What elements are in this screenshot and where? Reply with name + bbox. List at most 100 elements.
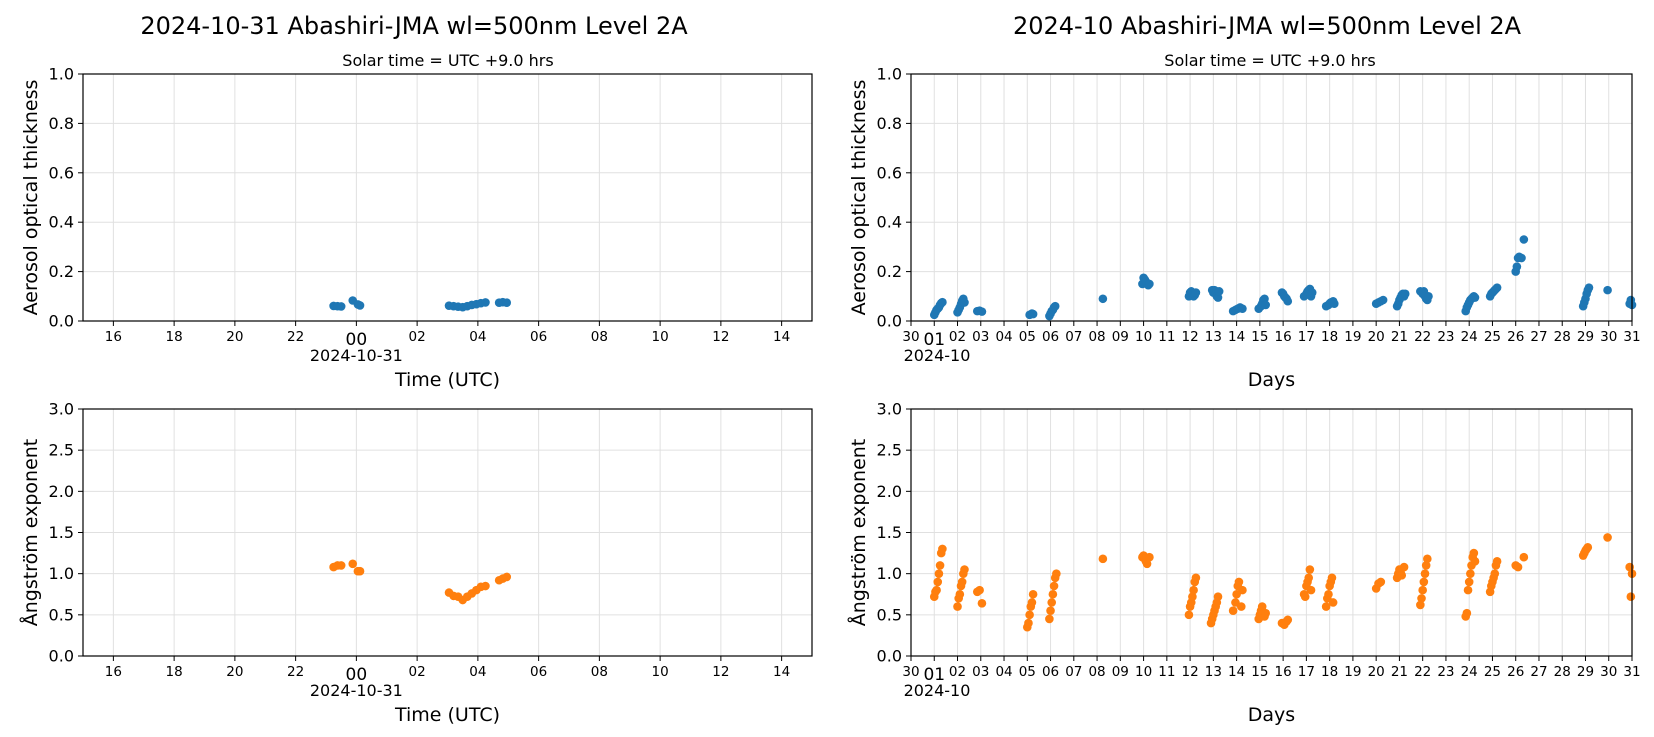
y-tick-label: 0.6 [49, 163, 74, 182]
data-point [1421, 561, 1431, 570]
data-point [481, 298, 490, 307]
x-tick-label: 10 [1135, 329, 1152, 345]
x-tick-label: 13 [1205, 329, 1222, 345]
x-tick-label: 16 [1275, 664, 1292, 680]
data-point [1492, 557, 1502, 566]
data-point [1261, 300, 1270, 310]
data-point [1052, 569, 1061, 578]
data-point [481, 581, 490, 591]
x-date-label: 2024-10-31 [310, 346, 403, 365]
x-tick-label: 06 [530, 329, 547, 345]
left-panel-subtitle: Solar time = UTC +9.0 hrs [342, 51, 553, 70]
data-point [1238, 585, 1247, 595]
data-point [1045, 614, 1054, 624]
x-tick-label: 28 [1554, 664, 1571, 680]
x-tick-label: 06 [1042, 329, 1059, 345]
x-tick-label: 30 [1600, 329, 1617, 345]
x-tick-label: 01 [923, 330, 945, 350]
x-tick-label: 08 [591, 664, 608, 680]
y-tick-label: 1.0 [49, 564, 74, 583]
x-tick-label: 12 [712, 664, 729, 680]
data-point [1519, 235, 1529, 244]
data-point [1142, 559, 1152, 569]
x-tick-label: 03 [972, 329, 989, 345]
x-tick-label: 24 [1461, 664, 1478, 680]
data-point [1261, 608, 1270, 618]
data-point [1305, 565, 1315, 574]
data-point [1324, 589, 1333, 599]
x-tick-label: 15 [1251, 664, 1268, 680]
data-point [502, 572, 512, 582]
data-point [1098, 294, 1108, 304]
x-tick-label: 16 [1275, 329, 1292, 345]
x-tick-label: 01 [923, 665, 945, 685]
axes-frame [910, 408, 1633, 657]
y-tick-label: 0.4 [49, 213, 74, 232]
x-tick-label: 21 [1391, 664, 1408, 680]
x-tick-label: 00 [346, 330, 368, 350]
y-tick-label: 0.8 [49, 114, 74, 133]
data-point [1024, 618, 1033, 628]
y-tick-label: 0.4 [877, 213, 902, 232]
x-tick-label: 25 [1484, 664, 1501, 680]
y-tick-label: 1.5 [877, 523, 902, 542]
data-point [1512, 262, 1522, 271]
data-point [1191, 288, 1201, 297]
x-axis-label: Days [1248, 369, 1295, 391]
data-point [1184, 610, 1194, 620]
data-point [1400, 289, 1410, 299]
data-point [1234, 577, 1244, 587]
y-tick-label: 0.0 [877, 647, 902, 666]
data-point [355, 566, 365, 576]
data-point [1513, 562, 1523, 572]
x-tick-label: 14 [1228, 329, 1245, 345]
x-tick-label: 02 [409, 664, 426, 680]
x-tick-label: 02 [409, 329, 426, 345]
x-tick-label: 08 [1088, 664, 1105, 680]
axes-frame [910, 73, 1633, 322]
x-tick-label: 04 [469, 664, 486, 680]
data-point [1376, 577, 1386, 587]
y-axis-label: Ångström exponent [847, 439, 870, 627]
x-tick-label: 30 [1600, 664, 1617, 680]
x-tick-label: 31 [1623, 664, 1640, 680]
x-tick-label: 18 [166, 664, 183, 680]
y-tick-label: 1.0 [49, 65, 74, 84]
y-tick-label: 0.5 [877, 605, 902, 624]
x-tick-label: 23 [1437, 664, 1454, 680]
x-date-label: 2024-10-31 [310, 681, 403, 700]
x-tick-label: 13 [1205, 664, 1222, 680]
x-tick-label: 04 [995, 664, 1012, 680]
data-point [1416, 600, 1425, 610]
y-tick-label: 0.2 [877, 262, 902, 281]
data-point [977, 307, 987, 316]
data-point [502, 298, 512, 308]
data-point [1191, 573, 1201, 583]
y-tick-label: 3.0 [877, 400, 902, 419]
y-axis-label: Ångström exponent [19, 439, 42, 627]
data-point [1418, 585, 1427, 595]
x-tick-label: 03 [972, 664, 989, 680]
data-point [1470, 293, 1480, 302]
y-tick-label: 3.0 [49, 400, 74, 419]
x-tick-label: 10 [652, 664, 669, 680]
y-tick-label: 0.2 [49, 262, 74, 281]
data-point [1417, 594, 1426, 603]
data-point [1188, 592, 1197, 602]
x-tick-label: 10 [1135, 664, 1152, 680]
right-panel-title: 2024-10 Abashiri-JMA wl=500nm Level 2A [1013, 12, 1522, 40]
x-tick-label: 17 [1298, 664, 1315, 680]
x-tick-label: 21 [1391, 329, 1408, 345]
x-tick-label: 08 [1088, 329, 1105, 345]
data-point [1517, 253, 1526, 263]
chart-monthly_angstrom: 30 01 02 03 04 05 06 07 08 09 10 11 12 13 14 15 16 17 18 19… [847, 400, 1641, 727]
data-point [977, 599, 987, 608]
x-axis-label: Time (UTC) [394, 369, 500, 391]
x-tick-label: 22 [287, 664, 304, 680]
data-point [957, 577, 967, 587]
x-tick-label: 06 [530, 664, 547, 680]
data-point [1304, 573, 1314, 583]
data-point [1469, 548, 1479, 558]
y-tick-label: 1.0 [877, 65, 902, 84]
data-point [1423, 554, 1432, 564]
